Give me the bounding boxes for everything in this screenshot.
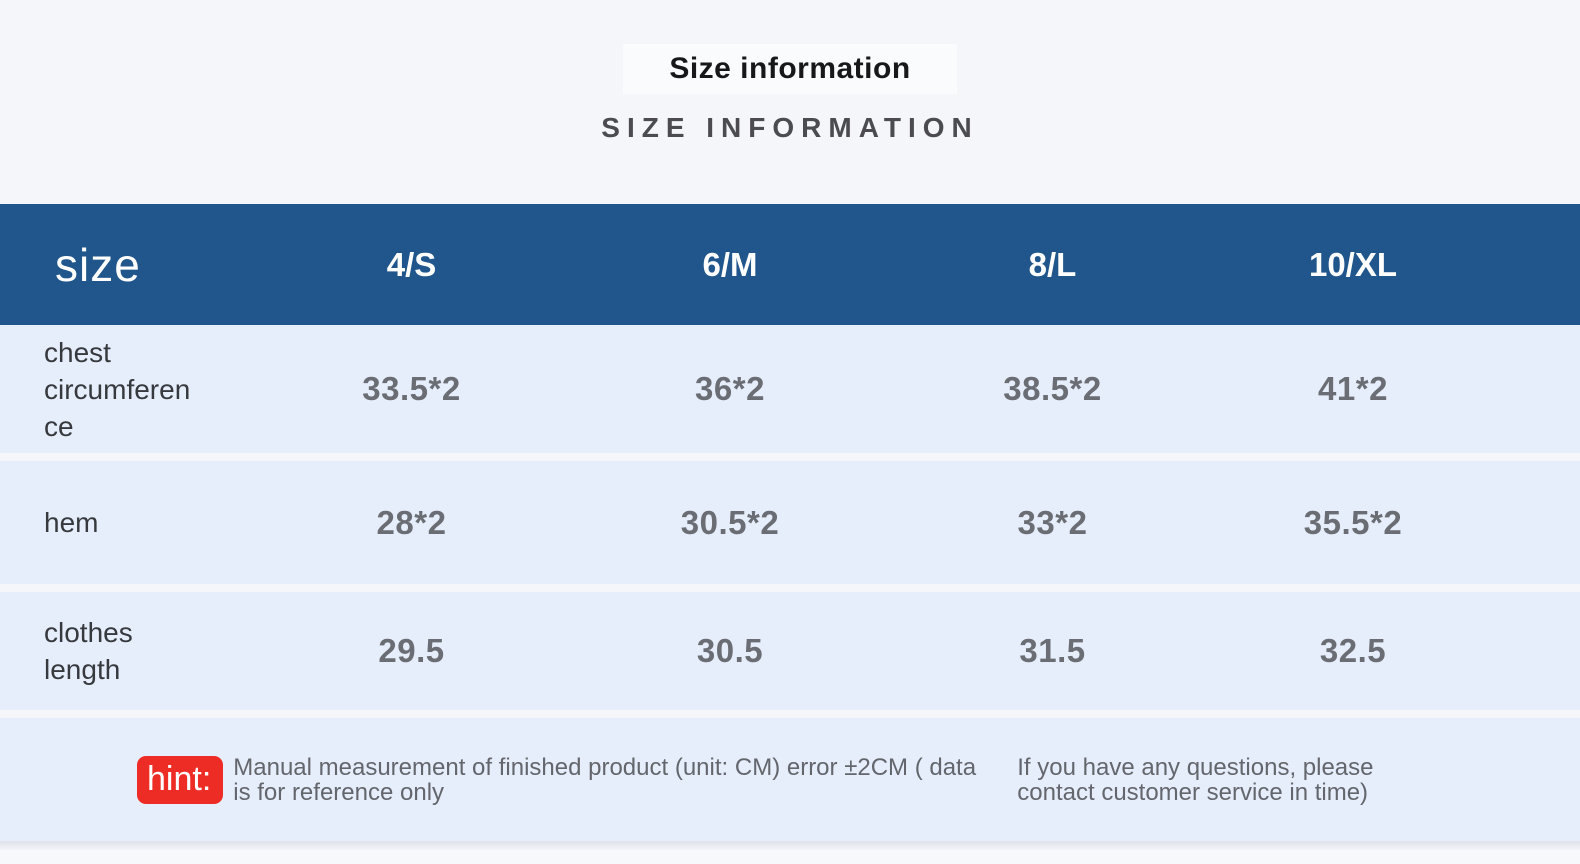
table-row-hem: hem 28*2 30.5*2 33*2 35.5*2 (0, 461, 1580, 584)
bottom-divider (0, 841, 1580, 850)
cell-value: 30.5*2 (680, 503, 780, 541)
column-header-6m: 6/M (702, 245, 758, 283)
column-header-4s: 4/S (386, 245, 437, 283)
cell-value: 33*2 (1017, 503, 1088, 541)
hint-row: hint: Manual measurement of finished pro… (0, 718, 1580, 841)
column-header-10xl: 10/XL (1308, 245, 1398, 283)
cell-value: 33.5*2 (362, 370, 461, 407)
cell-value: 41*2 (1318, 370, 1388, 407)
page-subtitle: SIZE INFORMATION (601, 112, 979, 143)
row-label: chest circumference (44, 336, 191, 442)
cell-value: 38.5*2 (1003, 370, 1102, 407)
cell-value: 36*2 (695, 370, 765, 407)
header-corner-label: size (55, 238, 141, 291)
hint-badge: hint: (137, 755, 224, 804)
cell-value: 35.5*2 (1303, 503, 1403, 541)
cell-value: 32.5 (1319, 632, 1387, 669)
size-table: size 4/S 6/M 8/L 10/XL chest circumferen… (0, 204, 1580, 841)
table-header-row: size 4/S 6/M 8/L 10/XL (0, 204, 1580, 325)
cell-value: 29.5 (378, 632, 445, 669)
page-title: Size information (623, 44, 957, 94)
bottom-strip (0, 850, 1580, 864)
hint-contact-note: If you have any questions, please contac… (1017, 753, 1374, 806)
row-label: clothes length (44, 617, 133, 685)
column-header-8l: 8/L (1028, 245, 1077, 283)
table-row-clothes-length: clothes length 29.5 30.5 31.5 32.5 (0, 592, 1580, 710)
cell-value: 31.5 (1019, 632, 1086, 669)
table-row-chest-circumference: chest circumference 33.5*2 36*2 38.5*2 4… (0, 325, 1580, 453)
hint-measurement-note: Manual measurement of finished product (… (233, 753, 977, 806)
cell-value: 30.5 (696, 632, 764, 669)
cell-value: 28*2 (376, 503, 447, 541)
title-section: Size information SIZE INFORMATION (0, 0, 1580, 204)
row-label: hem (44, 507, 99, 538)
